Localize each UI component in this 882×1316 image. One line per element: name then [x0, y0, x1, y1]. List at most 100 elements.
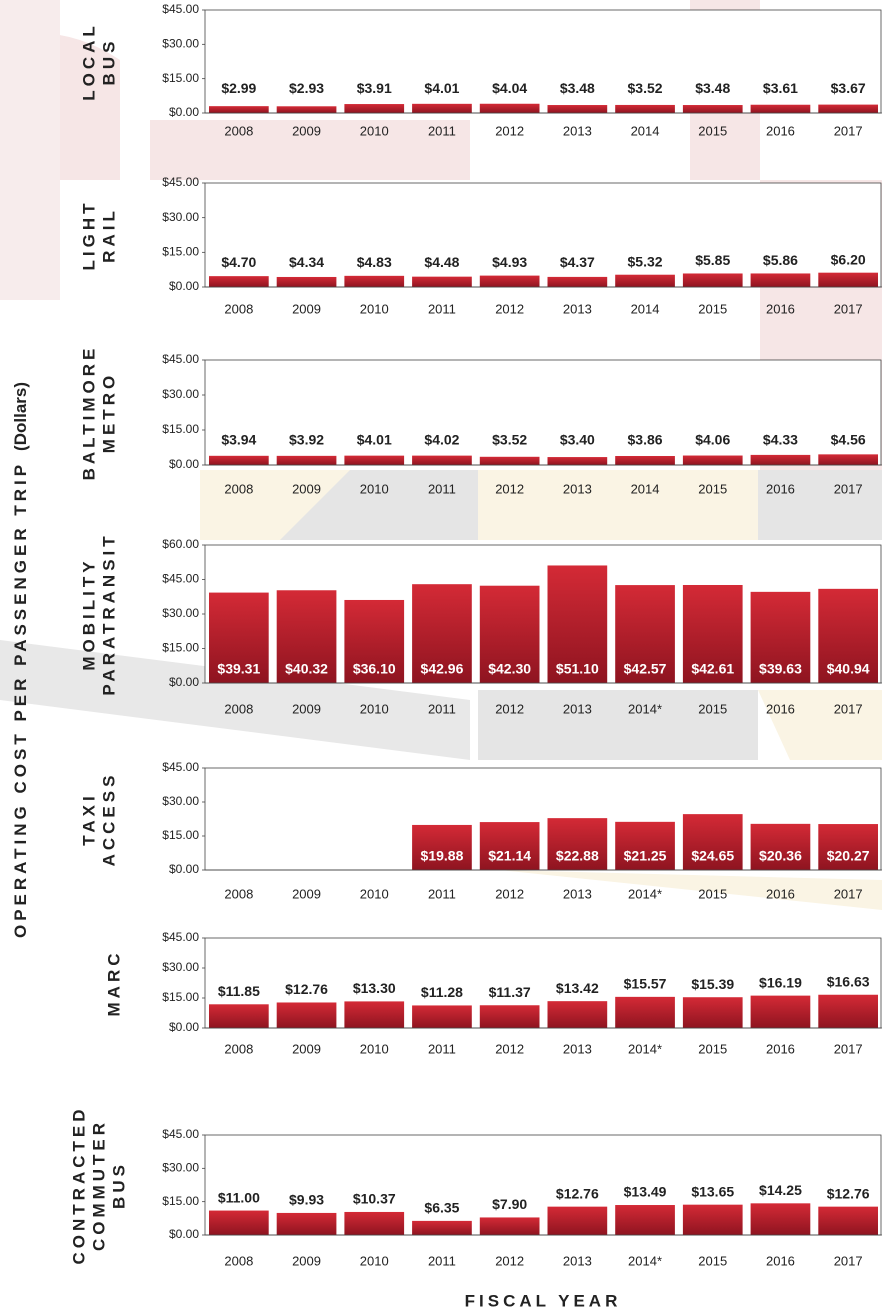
data-label: $39.63	[759, 661, 802, 677]
x-tick-label: 2008	[224, 1041, 253, 1056]
y-tick-label: $15.00	[162, 1194, 199, 1208]
y-tick-label: $30.00	[162, 606, 199, 620]
y-tick-label: $30.00	[162, 960, 199, 974]
x-tick-label: 2016	[766, 481, 795, 496]
data-label: $4.37	[560, 254, 595, 270]
y-tick-label: $45.00	[162, 352, 199, 366]
data-label: $24.65	[691, 848, 734, 864]
y-tick-label: $30.00	[162, 387, 199, 401]
x-tick-label: 2009	[292, 1041, 321, 1056]
x-tick-label: 2013	[563, 1041, 592, 1056]
x-tick-label: 2008	[224, 481, 253, 496]
bar	[615, 821, 675, 870]
x-tick-label: 2017	[834, 701, 863, 716]
data-label: $4.70	[221, 254, 256, 270]
bar	[750, 1203, 811, 1235]
x-tick-label: 2011	[428, 1253, 456, 1268]
y-tick-label: $60.00	[162, 537, 199, 551]
x-tick-label: 2016	[766, 301, 795, 316]
bar	[276, 1002, 337, 1028]
y-axis-label: OPERATING COST PER PASSENGER TRIP (Dollar…	[11, 382, 30, 938]
y-tick-label: $30.00	[162, 1161, 199, 1175]
y-tick-label: $45.00	[162, 572, 199, 586]
data-label: $12.76	[556, 1185, 599, 1201]
data-label: $36.10	[353, 661, 396, 677]
x-tick-label: 2014*	[628, 886, 662, 901]
bar	[818, 104, 878, 113]
data-label: $9.93	[289, 1192, 324, 1208]
data-label: $22.88	[556, 848, 599, 864]
y-tick-label: $30.00	[162, 794, 199, 808]
bar	[344, 1001, 405, 1028]
bar	[818, 454, 878, 465]
data-label: $39.31	[217, 661, 260, 677]
data-label: $11.85	[218, 983, 260, 999]
x-tick-label: 2013	[563, 886, 592, 901]
data-label: $13.49	[624, 1184, 667, 1200]
y-tick-label: $15.00	[162, 641, 199, 655]
bar	[344, 1211, 405, 1235]
bar	[344, 455, 405, 465]
bar	[615, 455, 675, 465]
panel-title: LOCAL	[79, 22, 98, 101]
panel-title: CONTRACTED	[69, 1106, 88, 1265]
bar	[412, 584, 472, 683]
data-label: $6.35	[424, 1200, 459, 1216]
x-tick-label: 2008	[224, 701, 253, 716]
x-tick-label: 2014*	[628, 1253, 662, 1268]
y-tick-label: $45.00	[162, 2, 199, 16]
data-label: $5.32	[628, 253, 663, 269]
x-tick-label: 2015	[698, 1041, 727, 1056]
y-tick-label: $0.00	[169, 457, 199, 471]
bar	[615, 104, 675, 113]
bar	[276, 455, 337, 465]
panel-title: MOBILITY	[79, 557, 98, 670]
y-tick-label: $0.00	[169, 1227, 199, 1241]
data-label: $4.01	[424, 80, 459, 96]
x-tick-label: 2016	[766, 123, 795, 138]
x-tick-label: 2016	[766, 701, 795, 716]
bar	[547, 1206, 608, 1235]
panel-title: MARC	[104, 950, 123, 1017]
bar	[344, 599, 405, 683]
data-label: $3.91	[357, 80, 392, 96]
data-label: $4.01	[357, 432, 392, 448]
bar	[682, 455, 743, 465]
y-tick-label: $45.00	[162, 760, 199, 774]
bar	[547, 276, 608, 287]
data-label: $13.65	[691, 1183, 734, 1199]
x-tick-label: 2008	[224, 123, 253, 138]
data-label: $4.33	[763, 432, 798, 448]
data-label: $21.25	[624, 848, 667, 864]
x-tick-label: 2017	[834, 123, 863, 138]
x-tick-label: 2009	[292, 481, 321, 496]
x-axis-label: FISCAL YEAR	[465, 1291, 622, 1310]
bar	[682, 105, 743, 113]
data-label: $3.40	[560, 432, 595, 448]
x-tick-label: 2013	[563, 1253, 592, 1268]
bar	[750, 591, 811, 683]
bar	[209, 1004, 269, 1028]
y-label-unit: (Dollars)	[11, 382, 30, 451]
x-tick-label: 2017	[834, 1041, 863, 1056]
x-tick-label: 2011	[428, 481, 456, 496]
plot-frame	[204, 182, 882, 288]
bar	[818, 994, 878, 1028]
data-label: $4.48	[424, 254, 459, 270]
data-label: $4.06	[695, 432, 730, 448]
x-tick-label: 2013	[563, 701, 592, 716]
x-tick-label: 2012	[495, 1041, 524, 1056]
data-label: $42.57	[624, 661, 667, 677]
x-tick-label: 2012	[495, 1253, 524, 1268]
x-tick-label: 2012	[495, 123, 524, 138]
bar	[750, 273, 811, 287]
data-label: $3.48	[560, 80, 595, 96]
plot-frame	[204, 359, 882, 466]
bar	[682, 273, 743, 287]
data-label: $42.61	[691, 661, 734, 677]
data-label: $5.85	[695, 252, 730, 268]
data-label: $3.52	[492, 432, 527, 448]
y-tick-label: $15.00	[162, 245, 199, 259]
y-tick-label: $15.00	[162, 990, 199, 1004]
bar	[209, 592, 269, 683]
